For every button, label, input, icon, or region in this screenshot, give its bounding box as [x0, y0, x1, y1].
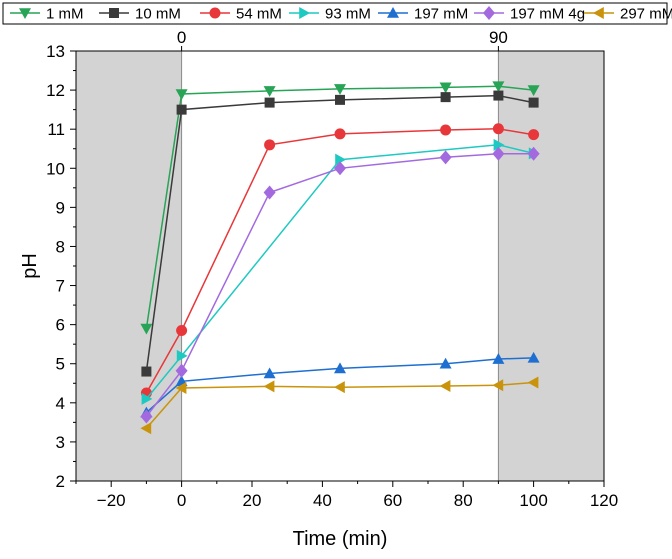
legend-marker [19, 8, 31, 19]
data-point [263, 380, 275, 393]
data-point [263, 185, 276, 200]
data-point [175, 89, 188, 100]
data-point [176, 325, 188, 336]
y-tick-label: 3 [56, 433, 65, 452]
data-point [140, 422, 152, 435]
data-point [527, 146, 540, 161]
data-point [264, 97, 275, 108]
data-point [335, 94, 345, 105]
data-point [334, 161, 346, 176]
y-tick-label: 4 [56, 394, 65, 413]
data-point [492, 353, 505, 364]
data-point [528, 129, 540, 141]
series-1-mm [140, 81, 540, 335]
series-197-mm [140, 351, 540, 418]
legend-label: 1 mM [46, 6, 84, 23]
legend-label: 297 mM [620, 6, 672, 23]
data-point [440, 92, 451, 103]
legend-marker [109, 8, 119, 18]
data-point [175, 381, 187, 394]
x-tick-label: 120 [590, 491, 618, 510]
x-tick-label: 80 [454, 491, 473, 510]
x-tick-label: 0 [177, 491, 186, 510]
x-tick-label: 40 [313, 491, 332, 510]
y-tick-label: 13 [46, 42, 65, 61]
legend-label: 197 mM [414, 6, 468, 23]
data-point [263, 86, 276, 97]
legend-marker [387, 7, 399, 18]
series-197-mm-4g [140, 146, 540, 424]
data-point [141, 366, 152, 377]
legend-label: 93 mM [325, 6, 371, 23]
series-line [145, 85, 534, 329]
data-point [334, 381, 345, 394]
x-tick-label: 20 [243, 491, 262, 510]
shaded-region-2 [498, 51, 604, 481]
legend-marker [483, 6, 495, 20]
data-point [527, 85, 540, 97]
data-point [492, 123, 504, 135]
data-point [439, 82, 452, 94]
data-point [492, 379, 504, 392]
y-tick-label: 6 [56, 316, 65, 335]
data-point [334, 362, 346, 374]
x-axis-label: Time (min) [293, 528, 388, 550]
data-point [492, 146, 505, 161]
top-tick-label: 0 [177, 28, 186, 47]
y-tick-label: 12 [46, 81, 65, 100]
shaded-regions [76, 51, 604, 481]
x-tick-label: 100 [519, 491, 547, 510]
legend-marker [209, 7, 221, 19]
series-layer [140, 81, 540, 435]
data-point [439, 380, 451, 393]
data-point [335, 153, 346, 166]
shaded-region-1 [76, 51, 182, 481]
data-point [334, 128, 346, 140]
data-point [140, 409, 153, 424]
axes: −20 0 20 40 60 80 100 120 2 3 4 5 6 7 8 9 10 11 12 13 0 90 [46, 28, 618, 510]
data-point [263, 367, 276, 379]
y-tick-label: 7 [56, 277, 65, 296]
data-point [492, 81, 505, 93]
data-point [439, 357, 452, 369]
data-point [527, 376, 539, 389]
data-point [439, 150, 452, 165]
y-tick-label: 8 [56, 237, 65, 256]
data-point [176, 349, 188, 362]
data-point [334, 84, 346, 95]
data-point [528, 97, 539, 108]
legend: 1 mM 10 mM 54 mM 93 mM 197 mM 197 mM 4g 297 mM [2, 2, 672, 25]
data-point [493, 138, 505, 151]
legend-label: 197 mM 4g [510, 6, 585, 23]
data-point [527, 351, 540, 363]
y-tick-label: 11 [47, 120, 65, 139]
data-point [440, 124, 452, 136]
data-point [493, 90, 504, 101]
y-tick-label: 5 [56, 355, 65, 374]
data-point [176, 104, 187, 115]
data-point [140, 323, 153, 335]
legend-marker [593, 7, 604, 19]
legend-box [2, 2, 668, 25]
legend-label: 10 mM [135, 6, 181, 23]
y-tick-label: 9 [56, 198, 65, 217]
legend-label: 54 mM [236, 6, 282, 23]
series-10-mm [141, 90, 539, 377]
y-tick-label: 2 [56, 472, 65, 491]
series-297-mm [140, 376, 539, 435]
x-tick-label: −20 [97, 491, 126, 510]
legend-marker [299, 7, 310, 19]
data-point [141, 392, 153, 405]
y-tick-label: 10 [46, 159, 65, 178]
data-point [264, 139, 276, 151]
top-tick-label: 90 [489, 28, 508, 47]
data-point [175, 363, 188, 378]
series-line [145, 153, 534, 417]
y-axis-label: pH [19, 253, 41, 279]
x-tick-label: 60 [383, 491, 402, 510]
reference-lines [181, 51, 499, 481]
